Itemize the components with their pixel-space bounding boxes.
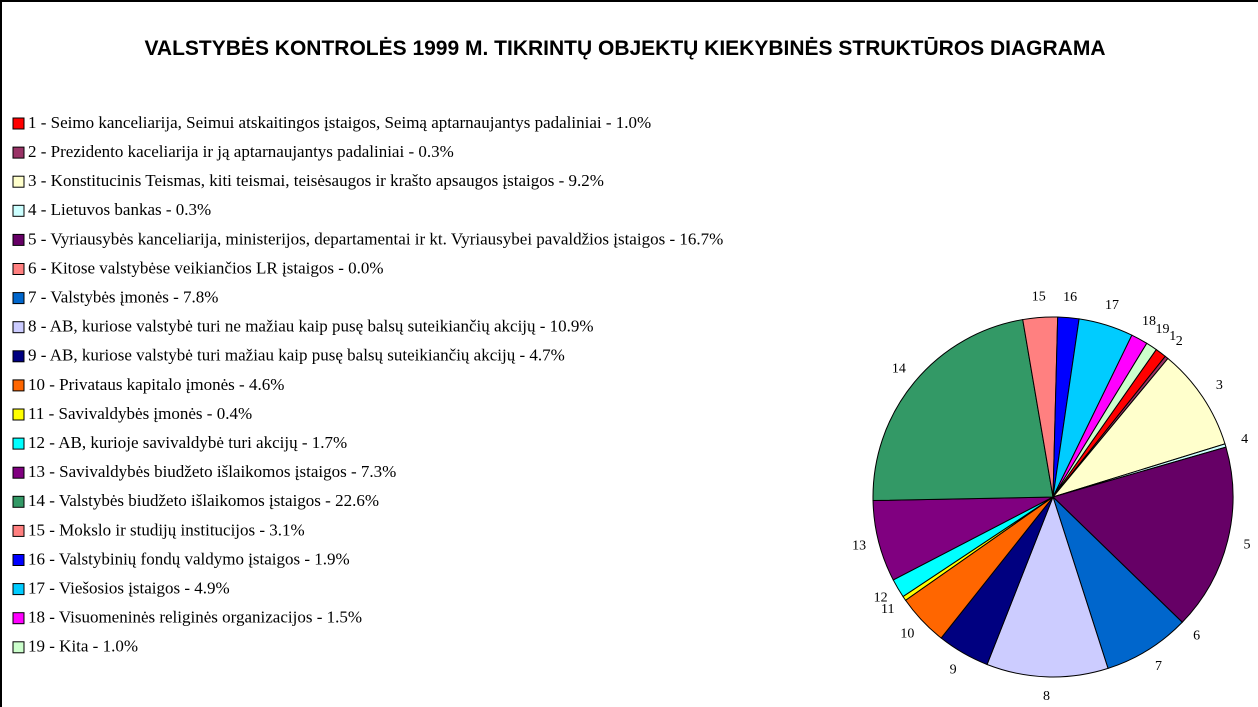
slice-label: 11 [881,602,894,617]
legend-label: 12 - AB, kurioje savivaldybė turi akcijų… [28,433,347,452]
slice-label: 5 [1244,538,1251,553]
legend-label: 2 - Prezidento kaceliarija ir ją aptarna… [28,142,454,161]
legend-swatch [12,350,25,363]
legend-swatch [12,524,25,537]
legend-label: 13 - Savivaldybės biudžeto išlaikomos įs… [28,462,396,481]
legend-swatch [12,117,25,130]
slice-label: 7 [1155,659,1162,674]
slice-label: 14 [892,362,906,377]
legend-label: 18 - Visuomeninės religinės organizacijo… [28,608,362,627]
legend-label: 9 - AB, kuriose valstybė turi mažiau kai… [28,346,565,365]
legend-swatch [12,263,25,275]
legend-label: 6 - Kitose valstybėse veikiančios LR įst… [28,258,384,277]
slice-label: 17 [1105,298,1119,313]
legend-swatch [12,408,25,421]
slice-label: 2 [1176,334,1183,349]
legend-swatch [12,583,25,596]
slice-label: 1 [1169,329,1176,344]
legend-label: 19 - Kita - 1.0% [28,637,138,656]
slice-label: 4 [1241,432,1248,447]
slice-label: 3 [1216,378,1223,393]
pie-slice [872,318,1054,502]
slice-label: 16 [1063,290,1077,305]
legend-swatch [12,321,25,334]
legend-label: 14 - Valstybės biudžeto išlaikomos įstai… [28,491,379,510]
slice-label: 19 [1156,322,1170,337]
slice-label: 10 [900,626,914,641]
legend-label: 8 - AB, kuriose valstybė turi ne mažiau … [28,317,594,336]
slice-label: 15 [1032,290,1046,305]
legend-label: 7 - Valstybės įmonės - 7.8% [28,288,218,307]
pie-slice [1051,357,1226,498]
slice-label: 6 [1193,628,1200,643]
legend-swatch [12,612,25,625]
legend-label: 17 - Viešosios įstaigos - 4.9% [28,579,230,598]
legend-label: 11 - Savivaldybės įmonės - 0.4% [28,404,252,423]
slice-label: 9 [950,663,957,678]
legend-swatch [12,554,25,566]
legend-swatch [12,495,25,508]
legend-label: 10 - Privataus kapitalo įmonės - 4.6% [28,375,284,394]
pie-slice [1052,446,1234,623]
pie-slice [986,495,1109,678]
pie-slice [1052,342,1157,498]
legend-swatch [12,641,25,654]
legend-label: 5 - Vyriausybės kanceliarija, ministerij… [28,229,723,248]
legend-swatch [12,437,25,450]
slice-label: 8 [1043,689,1050,704]
slice-label: 13 [852,539,866,554]
legend-label: 1 - Seimo kanceliarija, Seimui atskaitin… [28,113,651,132]
legend-label: 3 - Konstitucinis Teismas, kiti teismai,… [28,171,604,190]
legend-swatch [12,466,25,479]
legend-label: 4 - Lietuvos bankas - 0.3% [28,200,211,219]
legend-swatch [12,379,25,392]
legend-swatch [12,204,25,217]
legend-swatch [12,175,25,188]
legend-swatch [12,233,25,246]
chart-title: VALSTYBĖS KONTROLĖS 1999 M. TIKRINTŲ OBJ… [144,37,1105,60]
legend-swatch [12,292,25,305]
legend-label: 15 - Mokslo ir studijų institucijos - 3.… [28,520,305,539]
legend-swatch [12,146,25,159]
legend-label: 16 - Valstybinių fondų valdymo įstaigos … [28,549,350,568]
slice-label: 18 [1142,314,1156,329]
slice-label: 12 [874,591,888,606]
